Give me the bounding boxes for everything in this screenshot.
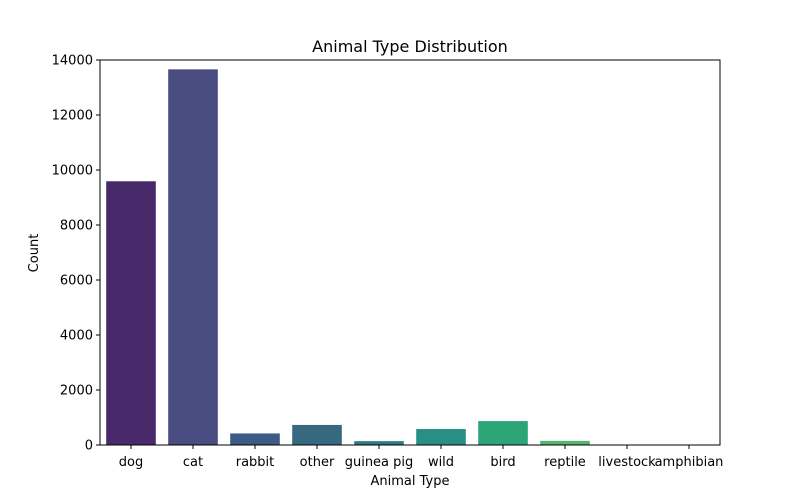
x-tick-label: livestock [598,455,656,470]
y-axis-label: Count [27,234,42,273]
y-tick-label: 14000 [52,54,93,69]
x-tick-label: cat [183,455,203,470]
chart-title: Animal Type Distribution [312,37,508,56]
y-axis-ticks: 0 2000 4000 6000 8000 10000 12000 14000 [52,54,100,454]
y-tick-label: 4000 [60,329,93,344]
y-tick-label: 0 [85,439,93,454]
x-tick-label: rabbit [236,455,275,470]
x-axis-ticks: dog cat rabbit other guinea pig wild bird repti… [119,445,724,470]
x-tick-label: wild [428,455,454,470]
bar-guinea-pig [354,441,404,445]
y-tick-label: 8000 [60,219,93,234]
y-tick-label: 6000 [60,274,93,289]
bars-group [106,69,714,445]
y-tick-label: 2000 [60,384,93,399]
x-tick-label: guinea pig [345,455,414,470]
x-tick-label: reptile [544,455,586,470]
x-tick-label: amphibian [655,455,724,470]
x-tick-label: dog [119,455,143,470]
x-axis-label: Animal Type [371,474,450,489]
x-tick-label: bird [490,455,515,470]
bar-wild [416,429,466,445]
bar-other [292,424,342,445]
bar-dog [106,181,156,445]
plot-frame [99,59,721,446]
bar-reptile [540,440,590,445]
bar-cat [168,69,218,445]
bar-bird [478,421,528,445]
y-tick-label: 12000 [52,109,93,124]
x-tick-label: other [300,455,335,470]
bar-rabbit [230,433,280,445]
y-tick-label: 10000 [52,164,93,179]
